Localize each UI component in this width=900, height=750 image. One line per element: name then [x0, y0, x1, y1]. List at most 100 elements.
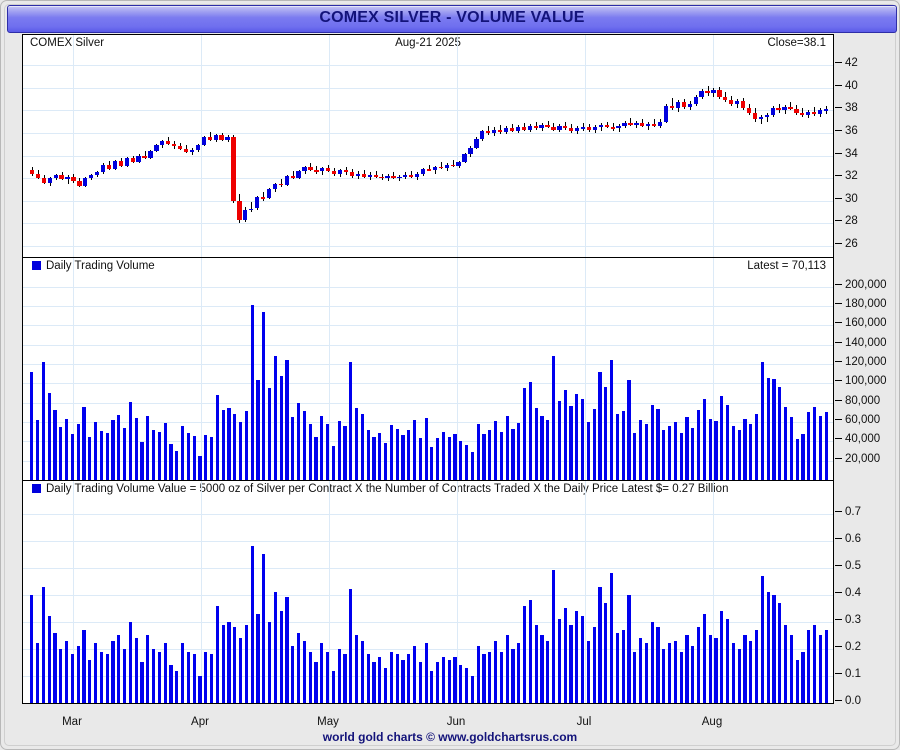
candle-body [681, 102, 686, 107]
volume-bar [267, 621, 272, 703]
volume-bar [337, 648, 341, 703]
tick-dash-icon [835, 303, 842, 304]
gridline-vertical [201, 35, 202, 257]
candle-body [657, 121, 663, 127]
candle-body [136, 155, 141, 163]
volume-bar [227, 408, 231, 480]
volume-bar [308, 423, 312, 480]
volume-bar [302, 411, 306, 480]
volume-bar [615, 414, 619, 480]
y-tick-label: 200,000 [845, 278, 887, 291]
candle-wick [607, 121, 608, 129]
gridline-vertical [713, 258, 714, 480]
candle-body [474, 138, 479, 148]
volume-bar [772, 379, 776, 480]
x-tick-label: Aug [701, 716, 723, 728]
tick-dash-icon [835, 700, 842, 701]
y-tick-label: 60,000 [845, 414, 881, 426]
y-tick-label: 26 [845, 237, 858, 250]
candle-body [278, 183, 283, 186]
gridline-vertical [329, 481, 330, 703]
candle-wick [441, 162, 442, 170]
candle-body [189, 149, 195, 153]
candle-body [172, 144, 177, 147]
candle-body [794, 109, 799, 113]
volume-bar [123, 648, 127, 703]
candle-body [533, 126, 538, 129]
y-axis-tick: 100,000 [835, 375, 887, 387]
volume-bar [714, 638, 718, 703]
volume-bar [720, 395, 724, 480]
gridline-vertical [201, 481, 202, 703]
tick-dash-icon [835, 618, 842, 620]
volume-bar [169, 444, 173, 480]
y-tick-label: 38 [845, 102, 858, 115]
volume-bar [633, 651, 637, 703]
volume-bar [633, 432, 637, 480]
candle-body [563, 126, 568, 129]
y-tick-label: 140,000 [845, 336, 887, 349]
volume-bar [244, 624, 248, 703]
volume-legend-label: Daily Trading Volume [46, 260, 155, 272]
tick-dash-icon [835, 399, 842, 401]
tick-dash-icon [835, 322, 842, 324]
volume-bar [685, 417, 689, 480]
volume-bar [615, 632, 619, 703]
volume-bar [163, 643, 167, 703]
candle-body [290, 175, 295, 179]
volume-bar [604, 602, 608, 703]
gridline-horizontal [23, 540, 833, 542]
tick-dash-icon [835, 438, 842, 440]
gridline-vertical [73, 35, 74, 257]
candle-body [296, 171, 301, 179]
volume-bar [505, 416, 509, 480]
volume-bar [581, 398, 585, 480]
volume-bar [186, 432, 190, 480]
volume-bar [470, 451, 475, 480]
candle-body [539, 125, 544, 129]
gridline-horizontal [23, 460, 833, 462]
candle-body [130, 157, 135, 163]
volume-bar [221, 410, 225, 480]
volume-bar [175, 670, 179, 703]
volume-bar [708, 635, 712, 703]
candle-body [71, 176, 76, 182]
volume-bar [436, 438, 440, 480]
volume-bar [662, 648, 666, 703]
candle-body [770, 108, 775, 115]
value-legend-label: Daily Trading Volume Value = 5000 oz of … [46, 483, 729, 495]
volume-bar [807, 412, 811, 480]
candle-wick [790, 102, 791, 111]
page-title: COMEX SILVER - VOLUME VALUE [319, 9, 585, 26]
y-axis-tick: 0.1 [835, 668, 861, 680]
y-tick-label: 0.1 [845, 667, 861, 680]
y-tick-label: 0.7 [845, 505, 861, 518]
candle-body [59, 174, 64, 180]
candle-body [604, 125, 609, 128]
volume-bar [349, 589, 353, 703]
volume-bar [511, 648, 515, 703]
volume-bar [586, 422, 590, 480]
candle-wick [779, 103, 780, 113]
gridline-vertical [329, 258, 330, 480]
volume-bar [296, 632, 301, 703]
y-axis-tick: 40 [835, 80, 858, 92]
candle-body [717, 90, 722, 97]
volume-bar [41, 586, 46, 703]
candle-wick [382, 173, 383, 181]
tick-dash-icon [835, 197, 842, 199]
volume-bar [789, 635, 793, 703]
volume-bar [482, 654, 486, 703]
candle-wick [210, 131, 211, 141]
tick-dash-icon [835, 242, 842, 244]
candle-wick [512, 123, 513, 132]
y-axis-tick: 140,000 [835, 337, 887, 349]
y-axis-tick: 0.0 [835, 695, 861, 707]
candle-body [397, 176, 402, 179]
gridline-vertical [73, 481, 74, 703]
candle-body [272, 183, 278, 190]
volume-bar [430, 670, 434, 703]
volume-bar [650, 621, 654, 703]
candle-body [361, 173, 366, 177]
volume-bar [511, 428, 515, 480]
